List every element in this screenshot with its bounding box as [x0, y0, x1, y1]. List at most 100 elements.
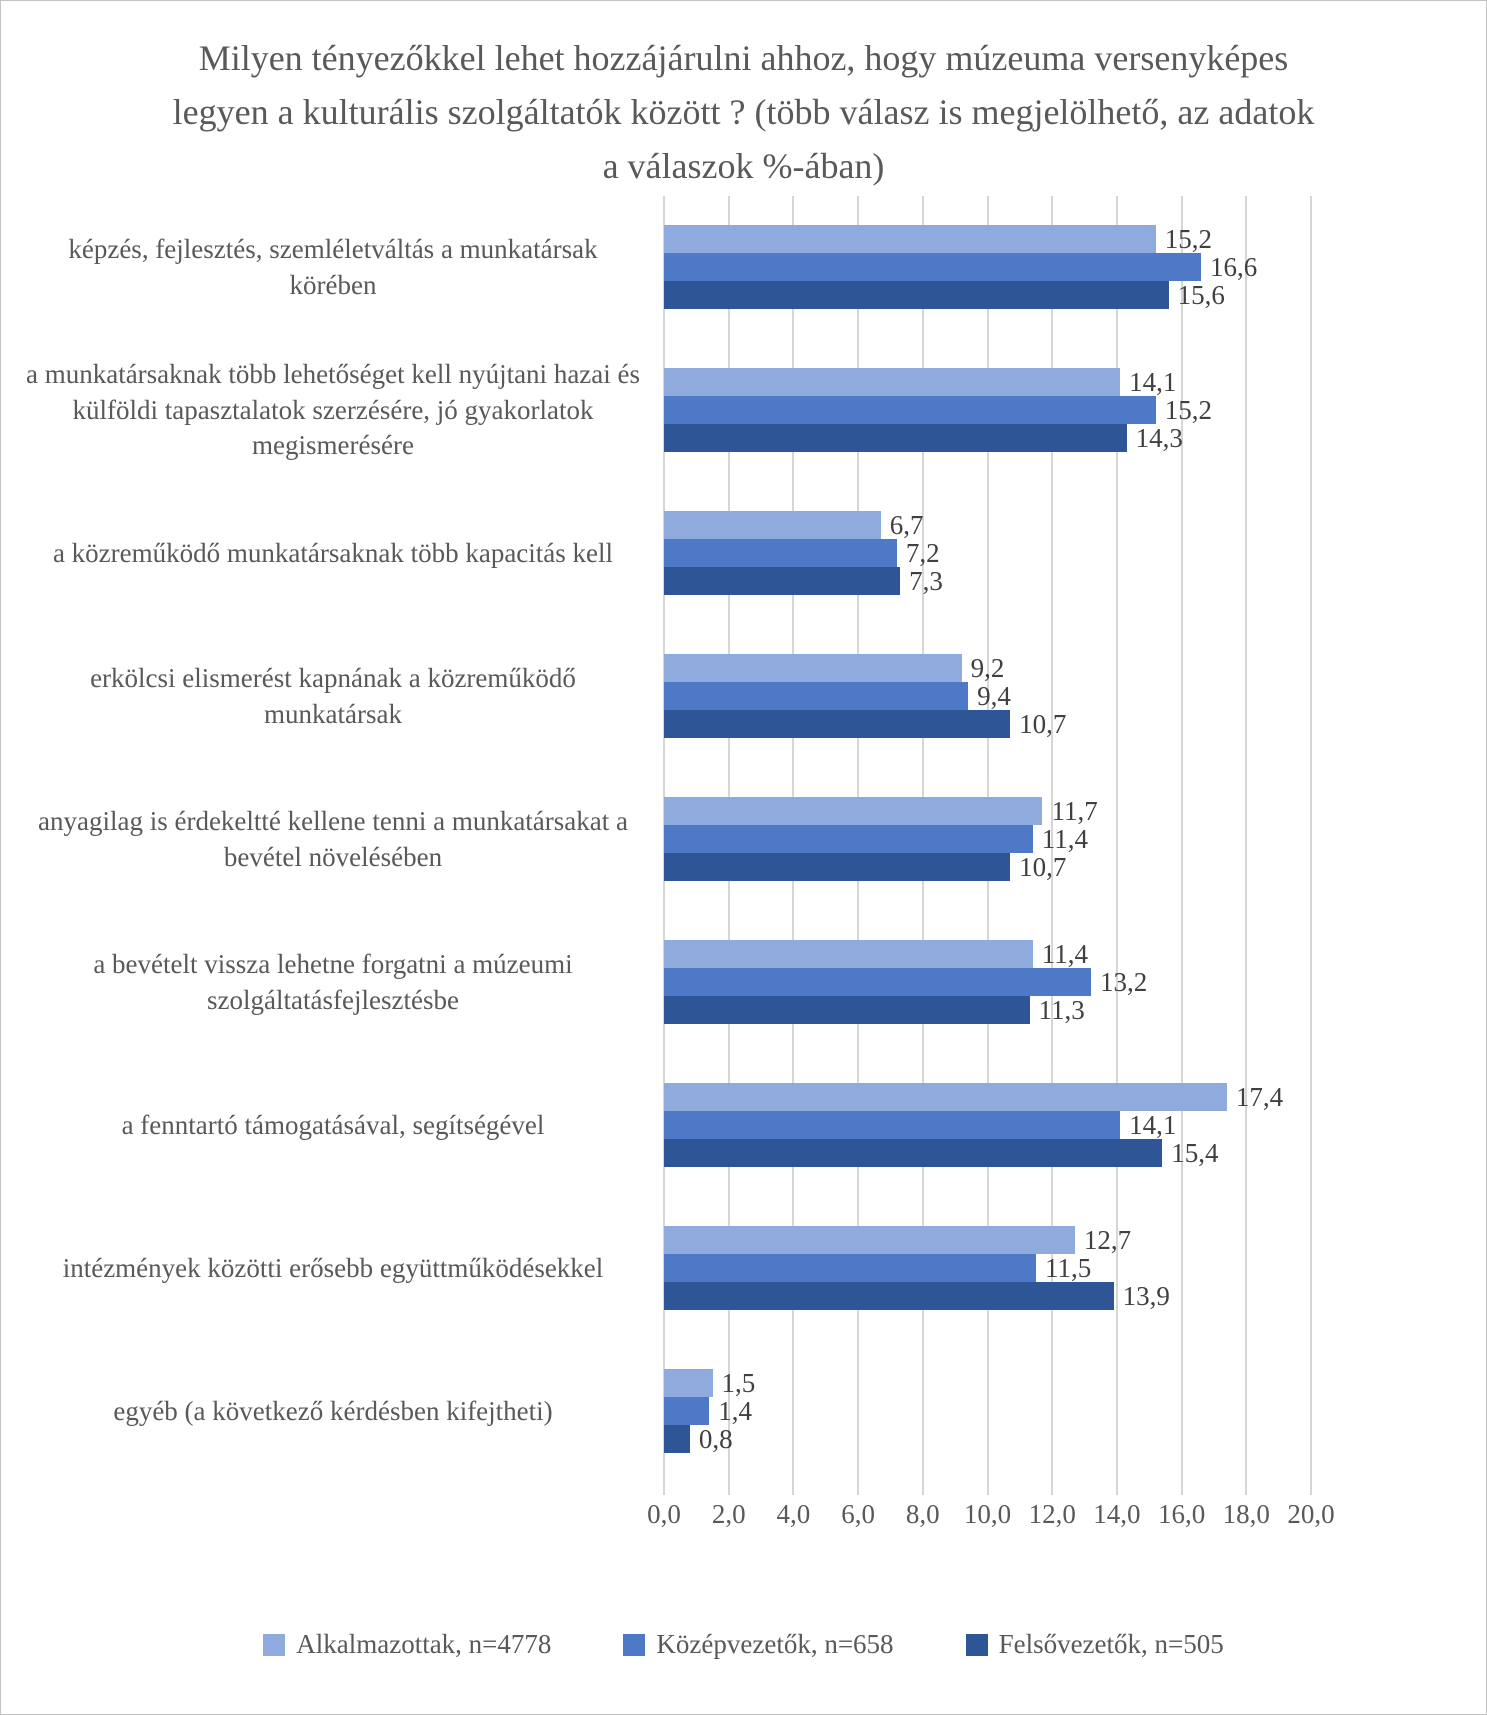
bar-kozepvezetok — [664, 968, 1092, 996]
bar-felsovezetok — [664, 1282, 1114, 1310]
bar-group: 15,2 16,6 15,6 — [664, 196, 1311, 339]
category-label: a munkatársaknak több lehetőséget kell n… — [25, 359, 641, 461]
value-label: 7,2 — [905, 538, 940, 568]
value-label: 14,3 — [1135, 423, 1183, 453]
value-label: 13,9 — [1122, 1281, 1170, 1311]
bar-felsovezetok — [664, 1425, 690, 1453]
x-tick-label: 20,0 — [1287, 1499, 1335, 1529]
bar-alkalmazottak — [664, 368, 1121, 396]
value-label: 11,3 — [1038, 995, 1085, 1025]
bar-kozepvezetok — [664, 1397, 710, 1425]
value-label: 14,1 — [1129, 367, 1177, 397]
category-label: anyagilag is érdekeltté kellene tenni a … — [38, 805, 628, 872]
chart-title: Milyen tényezőkkel lehet hozzájárulni ah… — [172, 38, 1315, 186]
bar-alkalmazottak — [664, 511, 881, 539]
value-label: 13,2 — [1100, 967, 1148, 997]
plot-area: 15,2 16,6 15,6 14,1 15,2 14,3 6,7 7,2 7,3 9,2 9,4 1… — [663, 196, 1312, 1495]
bar-kozepvezetok — [664, 253, 1201, 281]
value-label: 12,7 — [1083, 1225, 1132, 1255]
bar-felsovezetok — [664, 710, 1011, 738]
bar-alkalmazottak — [664, 1226, 1075, 1254]
bar-felsovezetok — [664, 424, 1127, 452]
gridline — [1310, 196, 1312, 1495]
value-label: 11,7 — [1051, 796, 1098, 826]
x-tick-label: 4,0 — [776, 1499, 811, 1529]
category-label: intézmények közötti erősebb együttműködé… — [62, 1252, 604, 1283]
value-label: 1,4 — [718, 1396, 753, 1426]
bar-group: 1,5 1,4 0,8 — [664, 1340, 1311, 1483]
value-label: 16,6 — [1210, 252, 1258, 282]
bar-alkalmazottak — [664, 1369, 713, 1397]
x-tick-label: 14,0 — [1093, 1499, 1141, 1529]
category-label: egyéb (a következő kérdésben kifejtheti) — [113, 1395, 553, 1426]
bar-group: 14,1 15,2 14,3 — [664, 339, 1311, 482]
gridline — [1245, 196, 1248, 1495]
value-label: 6,7 — [889, 510, 924, 540]
x-tick-label: 8,0 — [905, 1499, 940, 1529]
bar-group: 11,7 11,4 10,7 — [664, 768, 1311, 911]
bar-felsovezetok — [664, 567, 901, 595]
gridline — [1180, 196, 1183, 1495]
bar-group: 17,4 14,1 15,4 — [664, 1054, 1311, 1197]
x-axis: 0,0 2,0 4,0 6,0 8,0 10,0 12,0 14,0 16,0 18,0 20,0 — [647, 1499, 1335, 1535]
category-label: a bevételt vissza lehetne forgatni a múz… — [93, 948, 573, 1015]
bar-alkalmazottak — [664, 940, 1033, 968]
legend-swatch — [263, 1633, 286, 1656]
bar-kozepvezetok — [664, 1254, 1037, 1282]
value-label: 17,4 — [1235, 1082, 1284, 1112]
bar-group: 6,7 7,2 7,3 — [664, 482, 1311, 625]
x-tick-label: 2,0 — [711, 1499, 746, 1529]
value-label: 0,8 — [698, 1424, 733, 1454]
bar-group: 11,4 13,2 11,3 — [664, 911, 1311, 1054]
legend-label: Középvezetők, n=658 — [656, 1629, 894, 1659]
legend-label: Felsővezetők, n=505 — [998, 1629, 1224, 1659]
category-axis: képzés, fejlesztés, szemléletváltás a mu… — [23, 196, 643, 1483]
bar-kozepvezetok — [664, 825, 1033, 853]
bar-kozepvezetok — [664, 539, 897, 567]
bar-kozepvezetok — [664, 396, 1156, 424]
legend-swatch — [623, 1633, 646, 1656]
value-label: 14,1 — [1129, 1110, 1177, 1140]
x-tick-label: 10,0 — [963, 1499, 1012, 1529]
category-label: erkölcsi elismerést kapnának a közreműkö… — [90, 662, 576, 729]
value-label: 15,6 — [1177, 280, 1225, 310]
value-label: 15,4 — [1171, 1138, 1219, 1168]
bar-group: 12,7 11,5 13,9 — [664, 1197, 1311, 1340]
value-label: 9,4 — [977, 681, 1011, 711]
value-label: 10,7 — [1019, 709, 1067, 739]
gridline — [1115, 196, 1118, 1495]
legend-label: Alkalmazottak, n=4778 — [296, 1629, 552, 1659]
legend-item: Felsővezetők, n=505 — [965, 1629, 1224, 1660]
bar-felsovezetok — [664, 853, 1011, 881]
bar-group: 9,2 9,4 10,7 — [664, 625, 1311, 768]
value-label: 11,5 — [1045, 1253, 1092, 1283]
value-label: 1,5 — [721, 1368, 756, 1398]
legend-item: Középvezetők, n=658 — [623, 1629, 894, 1660]
x-tick-label: 18,0 — [1222, 1499, 1270, 1529]
bar-felsovezetok — [664, 1139, 1163, 1167]
value-label: 11,4 — [1041, 824, 1089, 854]
bar-kozepvezetok — [664, 682, 969, 710]
value-label: 7,3 — [909, 566, 943, 596]
legend-swatch — [965, 1633, 988, 1656]
value-label: 11,4 — [1041, 939, 1089, 969]
x-tick-label: 6,0 — [841, 1499, 875, 1529]
value-label: 15,2 — [1164, 224, 1212, 254]
value-label: 15,2 — [1164, 395, 1212, 425]
category-label: a fenntartó támogatásával, segítségével — [121, 1109, 545, 1140]
bar-alkalmazottak — [664, 797, 1043, 825]
bar-alkalmazottak — [664, 225, 1156, 253]
x-tick-label: 0,0 — [647, 1499, 681, 1529]
category-label: a közreműködő munkatársaknak több kapaci… — [52, 537, 614, 568]
bar-kozepvezetok — [664, 1111, 1121, 1139]
legend: Alkalmazottak, n=4778 Középvezetők, n=658… — [1, 1629, 1486, 1660]
x-tick-label: 12,0 — [1028, 1499, 1076, 1529]
x-tick-label: 16,0 — [1157, 1499, 1206, 1529]
bar-alkalmazottak — [664, 654, 962, 682]
bar-felsovezetok — [664, 281, 1169, 309]
category-label: képzés, fejlesztés, szemléletváltás a mu… — [68, 233, 598, 300]
gridline — [1051, 196, 1054, 1495]
legend-item: Alkalmazottak, n=4778 — [263, 1629, 551, 1660]
value-label: 10,7 — [1019, 852, 1067, 882]
